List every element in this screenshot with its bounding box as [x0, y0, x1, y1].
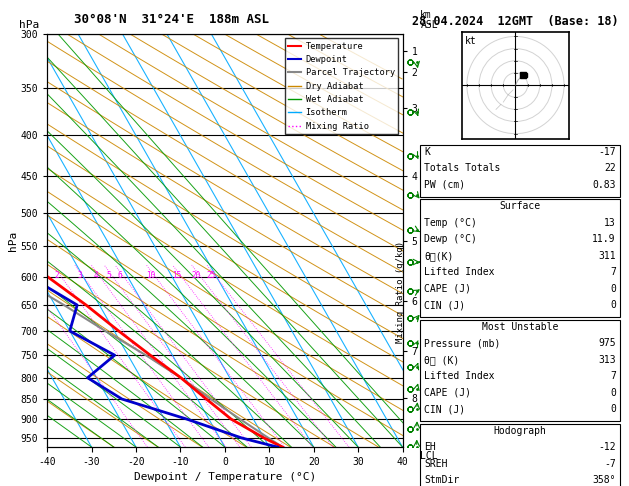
Text: LCL: LCL — [420, 451, 438, 461]
Text: Most Unstable: Most Unstable — [482, 322, 558, 332]
Text: EH: EH — [424, 442, 436, 452]
Text: 311: 311 — [598, 251, 616, 261]
Text: -12: -12 — [598, 442, 616, 452]
Text: Pressure (mb): Pressure (mb) — [424, 338, 500, 348]
Text: 11.9: 11.9 — [593, 234, 616, 244]
Text: 358°: 358° — [593, 475, 616, 486]
Text: SREH: SREH — [424, 459, 447, 469]
Text: 7: 7 — [610, 371, 616, 382]
Text: 7: 7 — [610, 267, 616, 278]
Text: 0: 0 — [610, 284, 616, 294]
Text: kt: kt — [464, 36, 476, 47]
Text: Mixing Ratio (g/kg): Mixing Ratio (g/kg) — [396, 241, 405, 343]
Text: CIN (J): CIN (J) — [424, 404, 465, 415]
Text: 20: 20 — [192, 271, 201, 280]
Text: Temp (°C): Temp (°C) — [424, 218, 477, 228]
Text: CAPE (J): CAPE (J) — [424, 388, 471, 398]
Text: hPa: hPa — [19, 20, 39, 30]
Text: km
ASL: km ASL — [420, 10, 438, 30]
Text: θᴇ (K): θᴇ (K) — [424, 355, 459, 365]
Text: PW (cm): PW (cm) — [424, 180, 465, 190]
Text: Dewp (°C): Dewp (°C) — [424, 234, 477, 244]
Text: 5: 5 — [106, 271, 111, 280]
Text: CAPE (J): CAPE (J) — [424, 284, 471, 294]
Text: 22: 22 — [604, 163, 616, 174]
Text: -17: -17 — [598, 147, 616, 157]
Text: 2: 2 — [55, 271, 59, 280]
Text: K: K — [424, 147, 430, 157]
Text: 0.83: 0.83 — [593, 180, 616, 190]
Text: -7: -7 — [604, 459, 616, 469]
Y-axis label: hPa: hPa — [8, 230, 18, 251]
Text: 0: 0 — [610, 388, 616, 398]
Text: Surface: Surface — [499, 201, 540, 211]
Text: 4: 4 — [93, 271, 98, 280]
Text: Lifted Index: Lifted Index — [424, 267, 494, 278]
Text: 30°08'N  31°24'E  188m ASL: 30°08'N 31°24'E 188m ASL — [74, 13, 269, 26]
Text: 975: 975 — [598, 338, 616, 348]
Text: 6: 6 — [117, 271, 122, 280]
Text: 13: 13 — [604, 218, 616, 228]
Text: 0: 0 — [610, 404, 616, 415]
Text: Totals Totals: Totals Totals — [424, 163, 500, 174]
Text: CIN (J): CIN (J) — [424, 300, 465, 311]
Text: 15: 15 — [172, 271, 182, 280]
X-axis label: Dewpoint / Temperature (°C): Dewpoint / Temperature (°C) — [134, 472, 316, 483]
Text: 28.04.2024  12GMT  (Base: 18): 28.04.2024 12GMT (Base: 18) — [413, 15, 619, 28]
Text: 25: 25 — [207, 271, 216, 280]
Text: Lifted Index: Lifted Index — [424, 371, 494, 382]
Text: 10: 10 — [147, 271, 155, 280]
Text: 0: 0 — [610, 300, 616, 311]
Text: θᴇ(K): θᴇ(K) — [424, 251, 454, 261]
Legend: Temperature, Dewpoint, Parcel Trajectory, Dry Adiabat, Wet Adiabat, Isotherm, Mi: Temperature, Dewpoint, Parcel Trajectory… — [285, 38, 398, 134]
Text: 313: 313 — [598, 355, 616, 365]
Text: StmDir: StmDir — [424, 475, 459, 486]
Text: Hodograph: Hodograph — [493, 426, 547, 436]
Text: 3: 3 — [77, 271, 82, 280]
